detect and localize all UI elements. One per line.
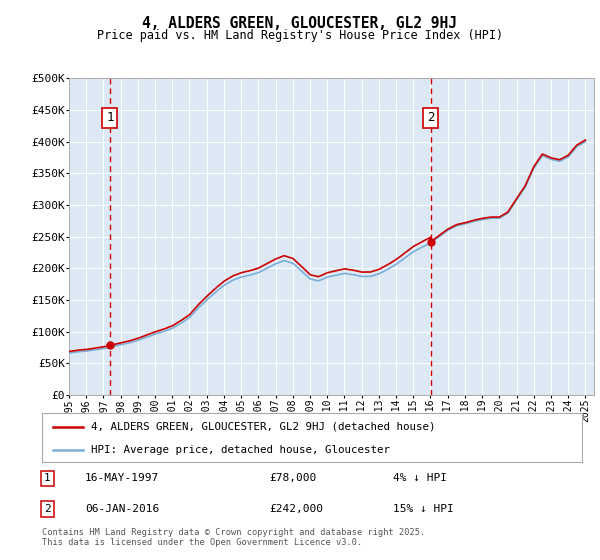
Text: 1: 1 xyxy=(106,111,113,124)
Text: 4% ↓ HPI: 4% ↓ HPI xyxy=(393,473,447,483)
Text: £78,000: £78,000 xyxy=(269,473,316,483)
Text: 15% ↓ HPI: 15% ↓ HPI xyxy=(393,504,454,514)
Text: Price paid vs. HM Land Registry's House Price Index (HPI): Price paid vs. HM Land Registry's House … xyxy=(97,29,503,42)
Text: 2: 2 xyxy=(427,111,434,124)
Text: 16-MAY-1997: 16-MAY-1997 xyxy=(85,473,160,483)
Text: 06-JAN-2016: 06-JAN-2016 xyxy=(85,504,160,514)
Text: HPI: Average price, detached house, Gloucester: HPI: Average price, detached house, Glou… xyxy=(91,445,389,455)
Text: 4, ALDERS GREEN, GLOUCESTER, GL2 9HJ (detached house): 4, ALDERS GREEN, GLOUCESTER, GL2 9HJ (de… xyxy=(91,422,435,432)
Text: £242,000: £242,000 xyxy=(269,504,323,514)
Text: 1: 1 xyxy=(44,473,51,483)
Text: Contains HM Land Registry data © Crown copyright and database right 2025.
This d: Contains HM Land Registry data © Crown c… xyxy=(42,528,425,547)
Text: 4, ALDERS GREEN, GLOUCESTER, GL2 9HJ: 4, ALDERS GREEN, GLOUCESTER, GL2 9HJ xyxy=(143,16,458,31)
Text: 2: 2 xyxy=(44,504,51,514)
